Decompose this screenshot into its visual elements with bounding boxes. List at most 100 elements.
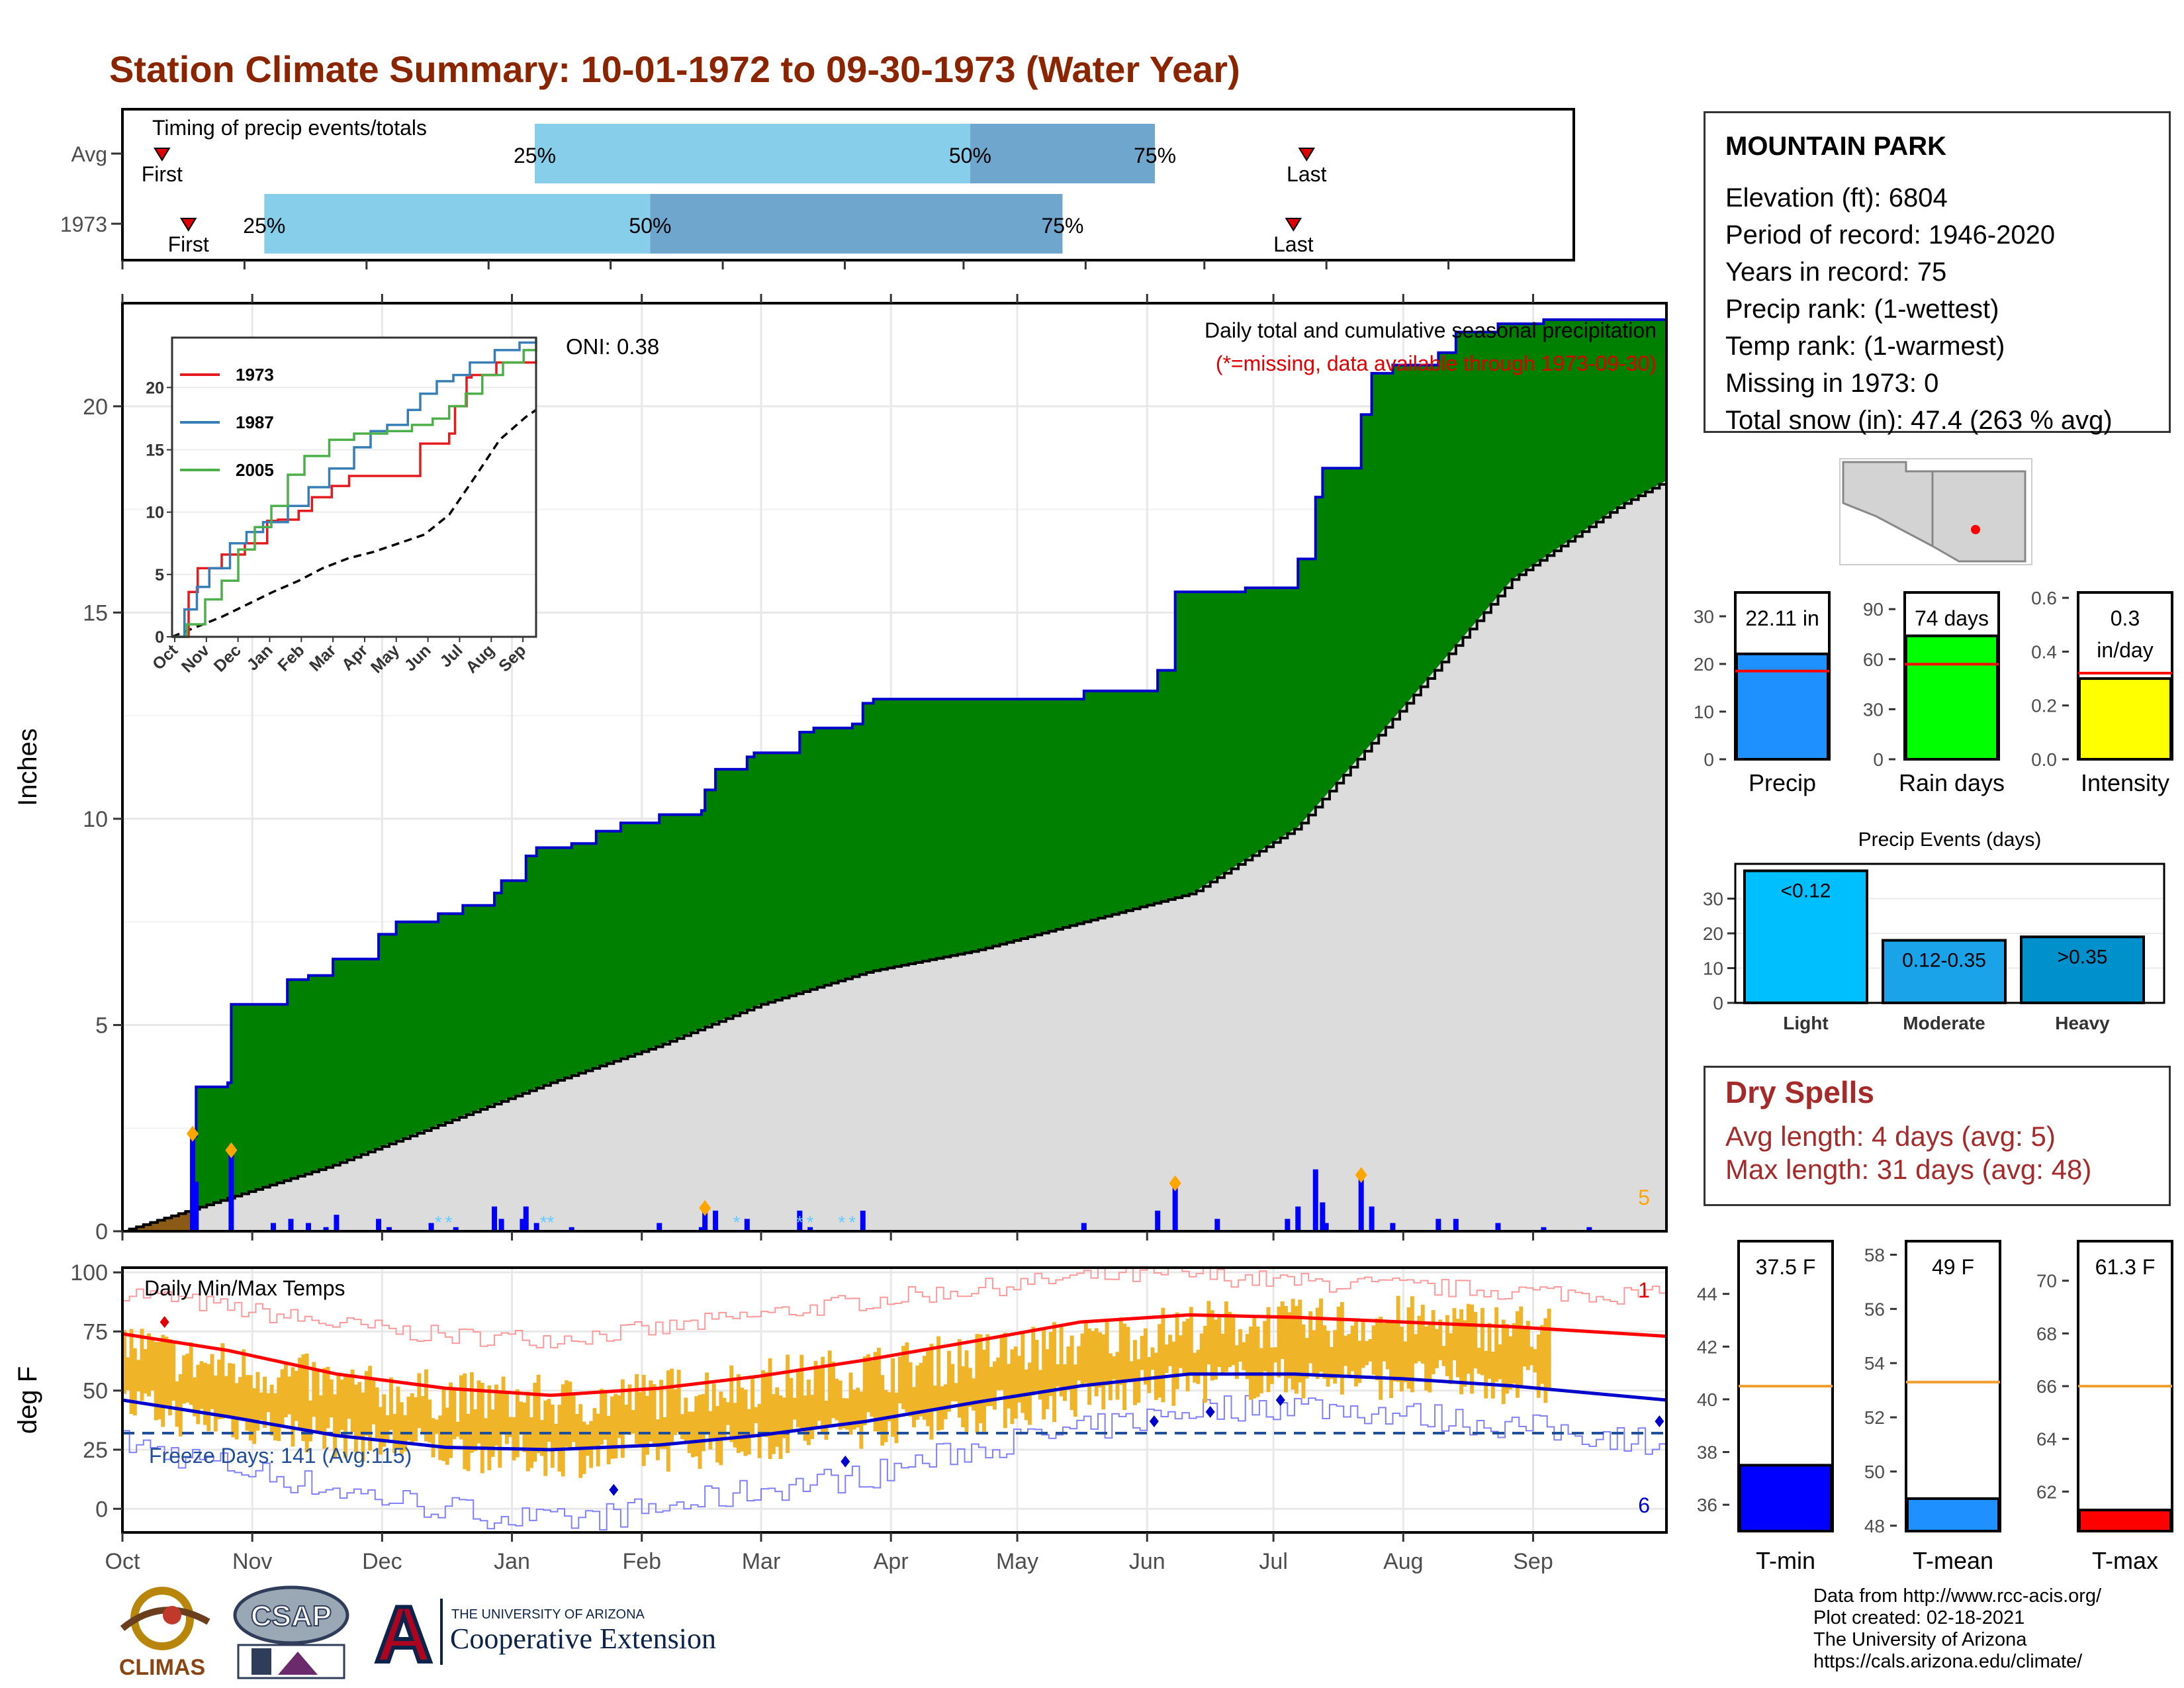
daily-temp-bar bbox=[1228, 1311, 1232, 1368]
events-bar-label: >0.35 bbox=[2058, 946, 2108, 968]
summary-bar bbox=[1735, 652, 1829, 761]
summary-y-tick-label: 52 bbox=[1864, 1407, 1885, 1428]
daily-temp-bar bbox=[1361, 1321, 1365, 1368]
daily-temp-bar bbox=[1063, 1364, 1067, 1401]
daily-temp-bar bbox=[234, 1383, 239, 1440]
daily-temp-bar bbox=[501, 1376, 506, 1432]
precip-subtitle: (*=missing, data available through 1973-… bbox=[1216, 352, 1657, 375]
station-info-box: MOUNTAIN PARK Elevation (ft): 6804 Period… bbox=[1704, 111, 2171, 435]
daily-temp-bar bbox=[922, 1356, 927, 1420]
daily-temp-bar bbox=[455, 1421, 460, 1437]
daily-temp-bar bbox=[424, 1369, 428, 1442]
timing-last-label: Last bbox=[1273, 232, 1314, 256]
station-detail-line: Missing in 1973: 0 bbox=[1725, 369, 1939, 398]
daily-temp-bar bbox=[1105, 1319, 1109, 1386]
timing-first-label: First bbox=[142, 162, 183, 186]
daily-temp-bar bbox=[266, 1393, 271, 1413]
daily-temp-bar bbox=[684, 1397, 688, 1442]
daily-temp-bar bbox=[347, 1376, 351, 1419]
daily-temp-bar bbox=[620, 1379, 625, 1458]
daily-temp-bar bbox=[978, 1334, 983, 1424]
precip-y-tick-label: 0 bbox=[95, 1219, 108, 1244]
daily-temp-bar bbox=[171, 1341, 176, 1401]
daily-temp-bar bbox=[711, 1383, 716, 1441]
daily-precip-bar bbox=[323, 1227, 329, 1231]
daily-temp-bar bbox=[1220, 1333, 1225, 1374]
daily-temp-bar bbox=[786, 1354, 790, 1454]
daily-temp-bar bbox=[353, 1384, 358, 1453]
daily-temp-bar bbox=[132, 1348, 137, 1416]
daily-temp-bar bbox=[589, 1421, 594, 1468]
daily-temp-bar bbox=[1052, 1322, 1057, 1423]
daily-temp-bar bbox=[1150, 1347, 1155, 1370]
timing-p25-label: 25% bbox=[243, 214, 285, 238]
daily-temp-bar bbox=[736, 1374, 741, 1453]
summary-y-tick-label: 36 bbox=[1697, 1495, 1717, 1515]
summary-y-tick-label: 30 bbox=[1694, 606, 1714, 627]
daily-temp-bar bbox=[459, 1375, 463, 1440]
inset-legend-label: 1987 bbox=[236, 412, 274, 432]
svg-text:A: A bbox=[375, 1590, 433, 1675]
daily-temp-bar bbox=[438, 1415, 443, 1460]
daily-temp-bar bbox=[1133, 1340, 1137, 1405]
daily-precip-bar bbox=[334, 1215, 340, 1231]
summary-y-tick-label: 0 bbox=[1704, 749, 1714, 770]
snow-marker-icon: * bbox=[807, 1212, 814, 1233]
record-min-count: 6 bbox=[1638, 1493, 1650, 1517]
daily-temp-bar bbox=[220, 1343, 225, 1419]
daily-temp-bar bbox=[1487, 1323, 1492, 1379]
daily-temp-bar bbox=[333, 1394, 338, 1458]
daily-temp-bar bbox=[1017, 1356, 1021, 1403]
daily-temp-bar bbox=[122, 1330, 126, 1394]
timing-title: Timing of precip events/totals bbox=[152, 116, 427, 140]
daily-temp-bar bbox=[477, 1380, 481, 1444]
climas-text: CLIMAS bbox=[119, 1655, 205, 1680]
daily-temp-bar bbox=[1087, 1329, 1092, 1405]
daily-temp-bar bbox=[1543, 1318, 1548, 1403]
summary-bar bbox=[2078, 1509, 2172, 1533]
summary-name-label: T-max bbox=[2092, 1547, 2158, 1574]
record-temp-marker-icon bbox=[841, 1455, 850, 1468]
snow-marker-icon: * bbox=[445, 1212, 453, 1233]
daily-temp-bar bbox=[954, 1383, 958, 1402]
credit-line: Plot created: 02-18-2021 bbox=[1813, 1607, 2025, 1628]
daily-temp-bar bbox=[870, 1360, 874, 1417]
daily-temp-bar bbox=[1287, 1312, 1292, 1379]
daily-temp-bar bbox=[504, 1393, 509, 1444]
daily-temp-bar bbox=[1470, 1304, 1474, 1394]
daily-precip-bar bbox=[1285, 1219, 1291, 1231]
daily-temp-bar bbox=[715, 1406, 719, 1463]
daily-temp-bar bbox=[585, 1425, 590, 1456]
daily-temp-bar bbox=[1284, 1306, 1288, 1393]
inset-series-line-1973 bbox=[172, 359, 537, 638]
events-bar bbox=[1743, 869, 1868, 1004]
daily-temp-bar bbox=[725, 1402, 730, 1425]
daily-temp-bar bbox=[322, 1368, 327, 1449]
daily-temp-bar bbox=[312, 1362, 316, 1417]
daily-temp-bar bbox=[203, 1362, 207, 1425]
station-detail-line: Elevation (ft): 6804 bbox=[1725, 183, 1948, 212]
daily-temp-bar bbox=[1214, 1319, 1218, 1380]
summary-bar bbox=[2078, 677, 2172, 761]
daily-temp-bar bbox=[655, 1419, 660, 1460]
daily-precip-bar bbox=[1155, 1210, 1161, 1231]
daily-temp-bar bbox=[1400, 1327, 1404, 1392]
daily-temp-bar bbox=[158, 1341, 161, 1420]
daily-temp-bar bbox=[690, 1411, 695, 1458]
daily-temp-bar bbox=[915, 1365, 920, 1420]
daily-temp-bar bbox=[273, 1393, 277, 1440]
daily-temp-bar bbox=[263, 1376, 267, 1429]
daily-temp-bar bbox=[1301, 1324, 1306, 1399]
summary-y-tick-label: 40 bbox=[1697, 1389, 1717, 1410]
last-marker-icon bbox=[1298, 148, 1316, 162]
record-temp-marker-icon bbox=[609, 1483, 619, 1496]
daily-precip-bar bbox=[569, 1227, 574, 1231]
daily-temp-bar bbox=[606, 1415, 611, 1465]
record-max-count: 1 bbox=[1638, 1278, 1650, 1302]
daily-temp-bar bbox=[1080, 1333, 1085, 1385]
snow-marker-icon: * bbox=[848, 1212, 856, 1233]
daily-temp-bar bbox=[754, 1407, 758, 1423]
daily-temp-bar bbox=[283, 1362, 288, 1417]
daily-temp-bar bbox=[799, 1354, 804, 1429]
snow-marker-icon: * bbox=[796, 1212, 803, 1233]
